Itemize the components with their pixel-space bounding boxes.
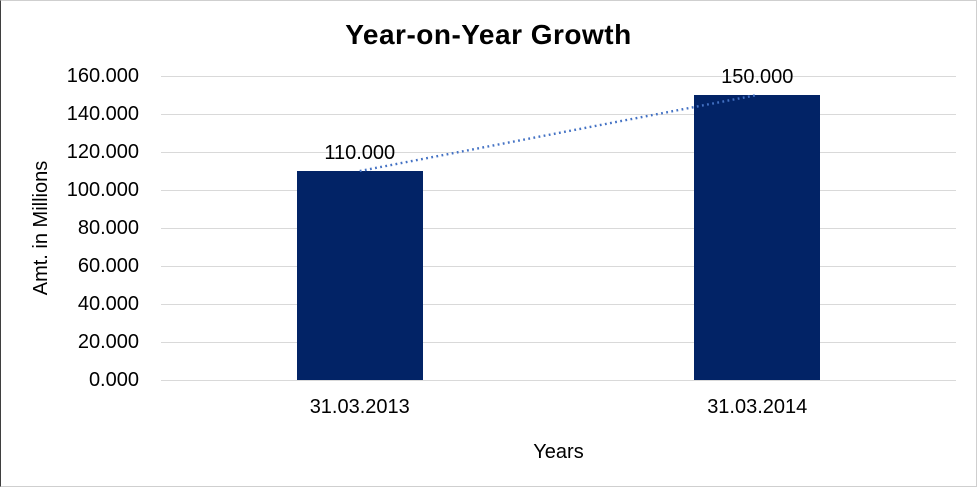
gridline (161, 113, 956, 115)
gridline (161, 75, 956, 77)
x-category-label: 31.03.2014 (707, 396, 808, 418)
y-tick-label: 100.000 (66, 179, 139, 201)
gridline (161, 341, 956, 343)
bar-31.03.2014 (694, 95, 821, 380)
x-axis-title: Years (533, 441, 584, 463)
x-category-label: 31.03.2013 (309, 396, 410, 418)
y-tick-label: 120.000 (66, 141, 139, 163)
y-tick-label: 0.000 (88, 369, 139, 391)
bar-data-label: 110.000 (324, 142, 396, 164)
gridline (161, 227, 956, 229)
y-tick-label: 140.000 (66, 103, 139, 125)
y-tick-label: 160.000 (66, 65, 139, 87)
y-tick-label: 60.000 (77, 255, 139, 277)
chart-title: Year-on-Year Growth (345, 19, 632, 50)
y-tick-label: 40.000 (77, 293, 139, 315)
gridline (161, 265, 956, 267)
gridline (161, 379, 956, 381)
y-tick-label: 20.000 (77, 331, 139, 353)
bar-data-label: 150.000 (721, 66, 794, 88)
plot-area (161, 75, 956, 381)
bar-31.03.2013 (296, 171, 423, 380)
gridline (161, 189, 956, 191)
gridline (161, 303, 956, 305)
gridline (161, 151, 956, 153)
trendline (359, 93, 758, 173)
y-tick-label: 80.000 (77, 217, 139, 239)
